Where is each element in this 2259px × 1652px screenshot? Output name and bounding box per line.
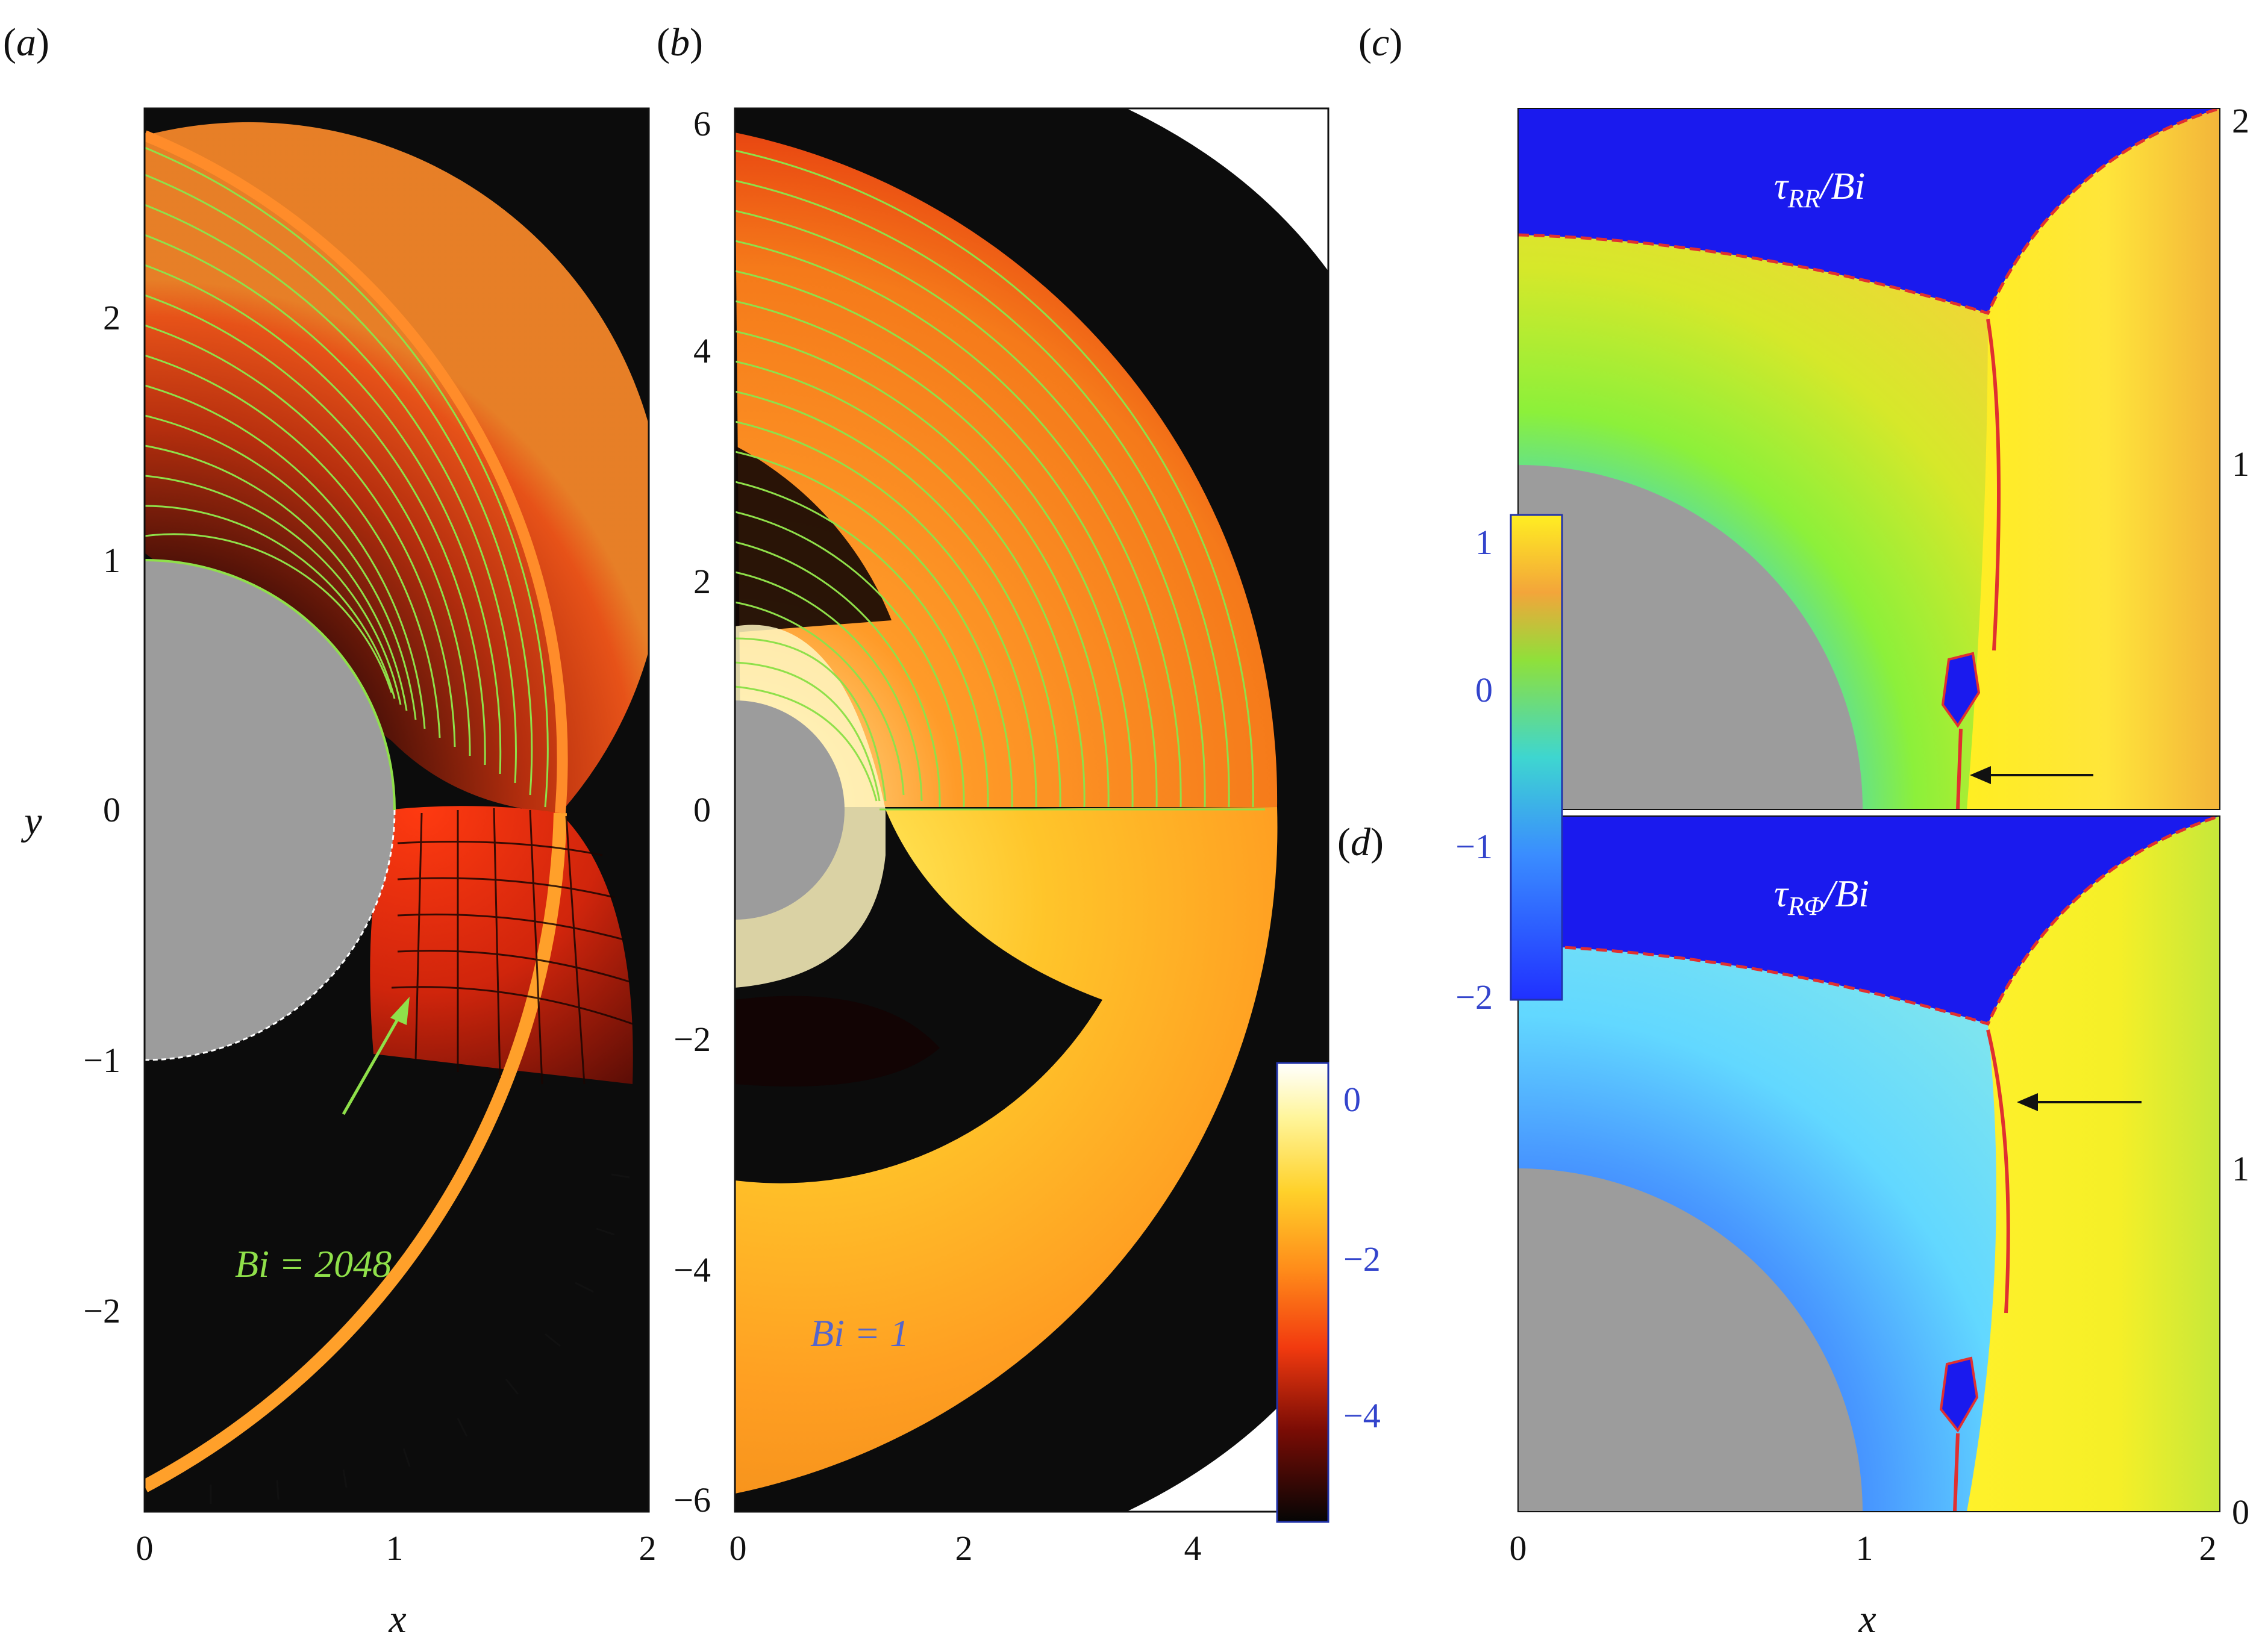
panel-a-yticks: 2 1 0 −1 −2 [83,298,120,1330]
panel-d-yticks-right: 1 0 [2232,1149,2249,1532]
panel-c-right-field [1967,108,2220,809]
panel-b-dark-inner [735,446,892,632]
panel-d-xticks: 0 1 2 [1510,1529,2217,1568]
panel-b-xticks: 0 2 4 [730,1529,1202,1568]
panel-a-ring-ticks [210,1173,630,1504]
panel-d: τRΦ/Bi 1 0 0 1 2 x (d) [1337,815,2249,1641]
panel-a-mesh-lines [391,808,633,1085]
panel-a-xlabel: x [388,1597,406,1641]
panel-d-obstacle [1518,1168,1863,1512]
panel-a-xtick: 0 [136,1529,154,1568]
panel-c: τRR/Bi 2 1 (c) [1358,20,2249,810]
panel-a-lower-field [370,806,633,1084]
panel-d-unyielded-region [1518,816,2220,1024]
panel-b-upper-field [735,132,1278,807]
panel-b-white-corner-top [1126,108,1328,271]
panel-b-ytick: 2 [693,562,711,601]
panel-d-yield-line [1518,816,2220,1026]
panel-d-label: (d) [1337,820,1384,864]
panel-a-green-streamlines [145,146,549,808]
panel-c-yield-line [1518,108,2220,316]
panel-b-ytick: 0 [693,790,711,829]
panel-cd-colorbar-tick: 1 [1475,523,1493,562]
panel-d-xtick: 0 [1510,1529,1527,1568]
panel-b-ytick: 6 [693,104,711,143]
panel-a-label: (a) [3,20,49,64]
panel-b: Bi = 1 0 −2 −4 6 4 2 0 −2 −4 −6 0 2 4 (b… [657,20,1381,1568]
panel-d-ytick: 0 [2232,1492,2249,1532]
panel-cd-colorbar-tick: 0 [1475,670,1493,709]
panel-d-arrow [2017,1093,2142,1111]
panel-a-ytick: −2 [83,1291,120,1330]
panel-a-xticks: 0 1 2 [136,1529,657,1568]
panel-a-ytick: 2 [103,298,120,337]
panel-a-obstacle-boundary [145,809,396,1061]
panel-a-yield-ring-lower [145,812,567,1492]
panel-b-xtick: 0 [730,1529,747,1568]
panel-cd-colorbar-tick: −2 [1455,977,1493,1017]
panel-c-obstacle [1518,465,1863,809]
panel-cd-colorbar: 1 0 −1 −2 [1455,514,1563,1017]
panel-b-colorbar: 0 −2 −4 [1276,1062,1381,1523]
panel-b-label: (b) [657,20,703,64]
panel-b-obstacle [735,700,845,920]
panel-b-dark-region [735,996,940,1086]
panel-d-title: τRΦ/Bi [1774,872,1869,921]
panel-d-xtick: 2 [2199,1529,2217,1568]
panel-b-ytick: −6 [673,1480,711,1520]
panel-b-annotation: Bi = 1 [810,1312,909,1354]
panel-cd-colorbar-tick: −1 [1455,827,1493,866]
panel-a-xtick: 1 [386,1529,404,1568]
panel-d-xtick: 1 [1856,1529,1873,1568]
panel-a-ytick: 1 [103,541,120,580]
panel-a-ytick: 0 [103,790,120,829]
panel-a-arrow [342,997,410,1115]
panel-c-yticks-right: 2 1 [2232,101,2249,484]
panel-b-colorbar-tick: 0 [1343,1080,1361,1119]
panel-b-green-streamlines [735,149,1265,811]
panel-b-ytick: −4 [673,1250,711,1289]
panel-d-yield-line-2 [1986,1029,2010,1314]
panel-b-yticks: 6 4 2 0 −2 −4 −6 [673,104,711,1520]
panel-b-ytick: 4 [693,331,711,370]
panel-d-right-field [1967,816,2220,1512]
panel-d-ytick: 1 [2232,1149,2249,1188]
panel-c-label: (c) [1358,20,1402,64]
panel-b-lower-field [735,807,1278,1494]
panel-b-xtick: 4 [1184,1529,1202,1568]
panel-c-ytick: 2 [2232,101,2249,140]
panel-c-title: τRR/Bi [1774,164,1865,213]
panel-c-arrow [1970,766,2093,784]
panel-b-colorbar-tick: −4 [1343,1396,1381,1435]
panel-d-plug [1939,1356,1979,1433]
panel-a-ylabel: y [20,799,42,843]
panel-c-yield-line-2 [1986,319,2001,651]
panel-b-xtick: 2 [955,1529,973,1568]
panel-c-plug [1941,652,1981,728]
panel-c-ytick: 1 [2232,444,2249,484]
panel-a-annotation: Bi = 2048 [235,1242,392,1285]
panel-d-xlabel: x [1858,1597,1876,1641]
panel-a-xtick: 2 [639,1529,657,1568]
panel-b-colorbar-tick: −2 [1343,1239,1381,1279]
panel-a-yield-ring-upper [145,130,568,814]
panel-a-ytick: −1 [83,1041,120,1080]
panel-b-ytick: −2 [673,1020,711,1059]
panel-c-unyielded-region [1518,108,2220,313]
panel-a-obstacle [145,560,395,1060]
panel-a: Bi = 2048 2 1 0 −1 −2 0 1 2 x y (a) [3,20,657,1641]
